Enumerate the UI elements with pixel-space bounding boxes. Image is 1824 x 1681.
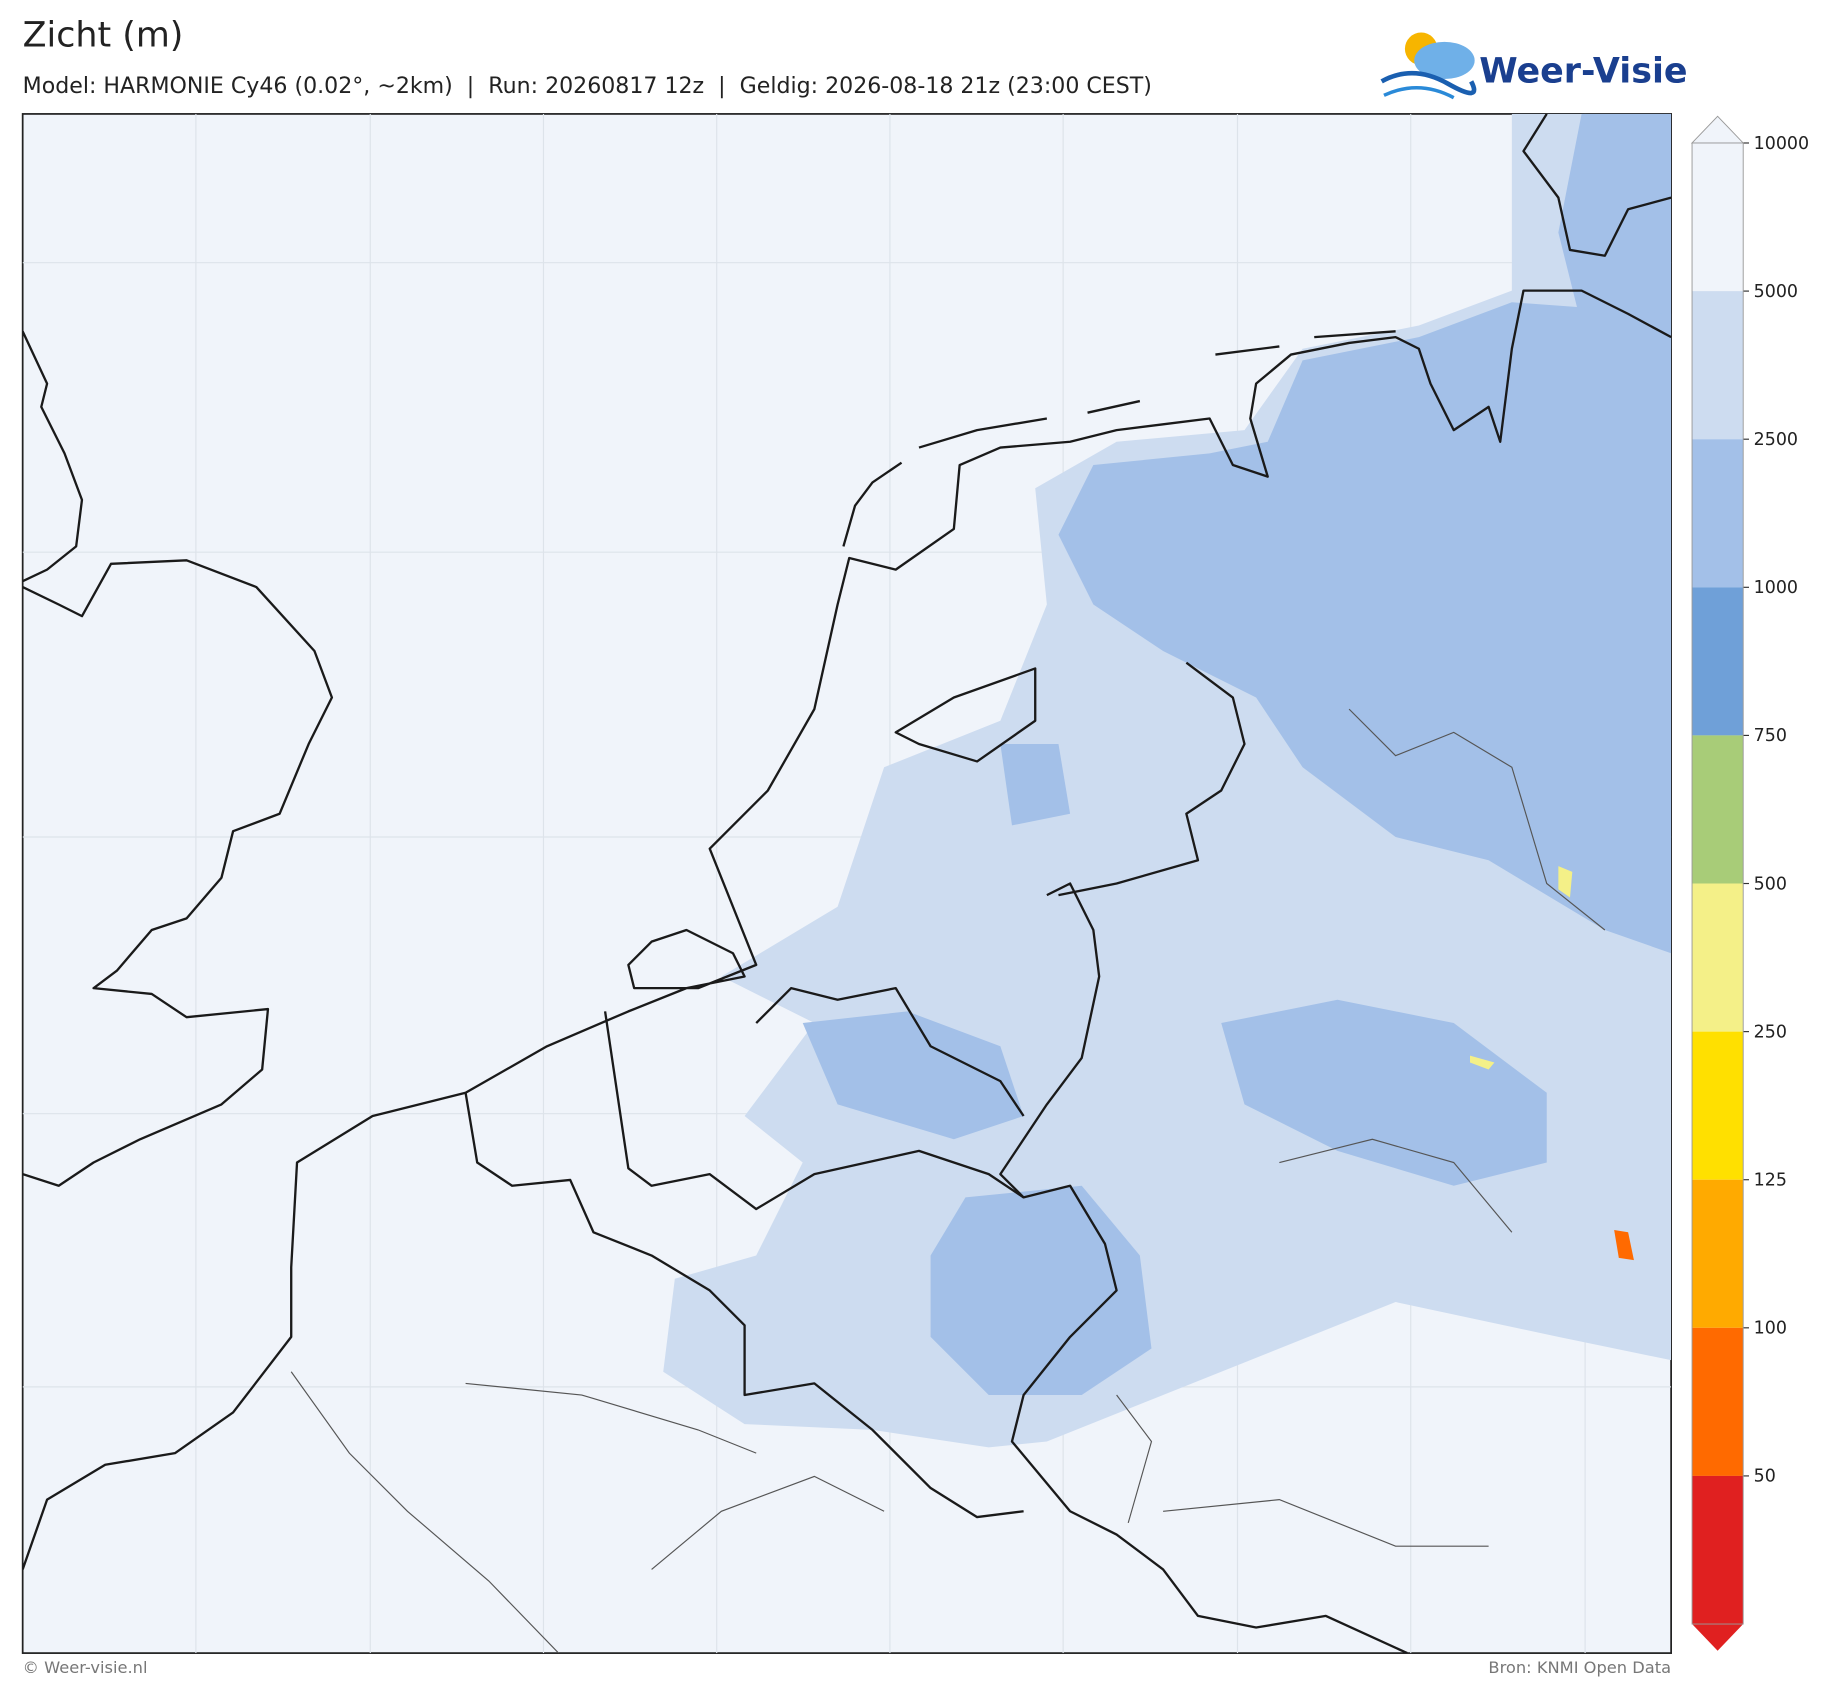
title: Zicht (m) xyxy=(23,16,184,56)
map xyxy=(21,113,1672,1654)
colorbar-extend-top xyxy=(1690,115,1745,144)
colorbar-label: 1000 xyxy=(1754,578,1798,598)
footer-right: Bron: KNMI Open Data xyxy=(1488,1658,1671,1677)
colorbar-label: 5000 xyxy=(1754,282,1798,302)
colorbar-label: 2500 xyxy=(1754,430,1798,450)
colorbar-band xyxy=(1692,1179,1744,1328)
colorbar-label: 125 xyxy=(1754,1171,1787,1191)
colorbar: 10000 5000 2500 1000 750 500 250 125 100 50 xyxy=(1690,115,1809,1651)
logo-text: Weer-Visie xyxy=(1479,52,1687,92)
region-borders xyxy=(290,708,1606,1654)
colorbar-band xyxy=(1692,142,1744,292)
colorbar-extend-bottom xyxy=(1692,1624,1744,1651)
colorbar-label: 500 xyxy=(1754,874,1787,894)
colorbar-band xyxy=(1692,1475,1744,1625)
colorbar-band xyxy=(1692,1031,1744,1180)
colorbar-label: 50 xyxy=(1754,1467,1776,1487)
footer-left: © Weer-visie.nl xyxy=(23,1658,148,1677)
visibility-field xyxy=(663,113,1672,1448)
colorbar-band xyxy=(1692,883,1744,1032)
colorbar-band xyxy=(1692,439,1744,588)
subtitle: Model: HARMONIE Cy46 (0.02°, ~2km) | Run… xyxy=(23,74,1152,99)
colorbar-label: 750 xyxy=(1754,726,1787,746)
colorbar-band xyxy=(1692,735,1744,884)
colorbar-band xyxy=(1692,291,1744,440)
colorbar-label: 10000 xyxy=(1754,134,1809,154)
logo: Weer-Visie xyxy=(1380,32,1688,100)
colorbar-label: 100 xyxy=(1754,1319,1787,1339)
colorbar-label: 250 xyxy=(1754,1022,1787,1042)
colorbar-band xyxy=(1692,587,1744,736)
colorbar-frame xyxy=(1691,142,1744,1625)
coastlines xyxy=(22,113,1672,1654)
colorbar-band xyxy=(1692,1327,1744,1476)
